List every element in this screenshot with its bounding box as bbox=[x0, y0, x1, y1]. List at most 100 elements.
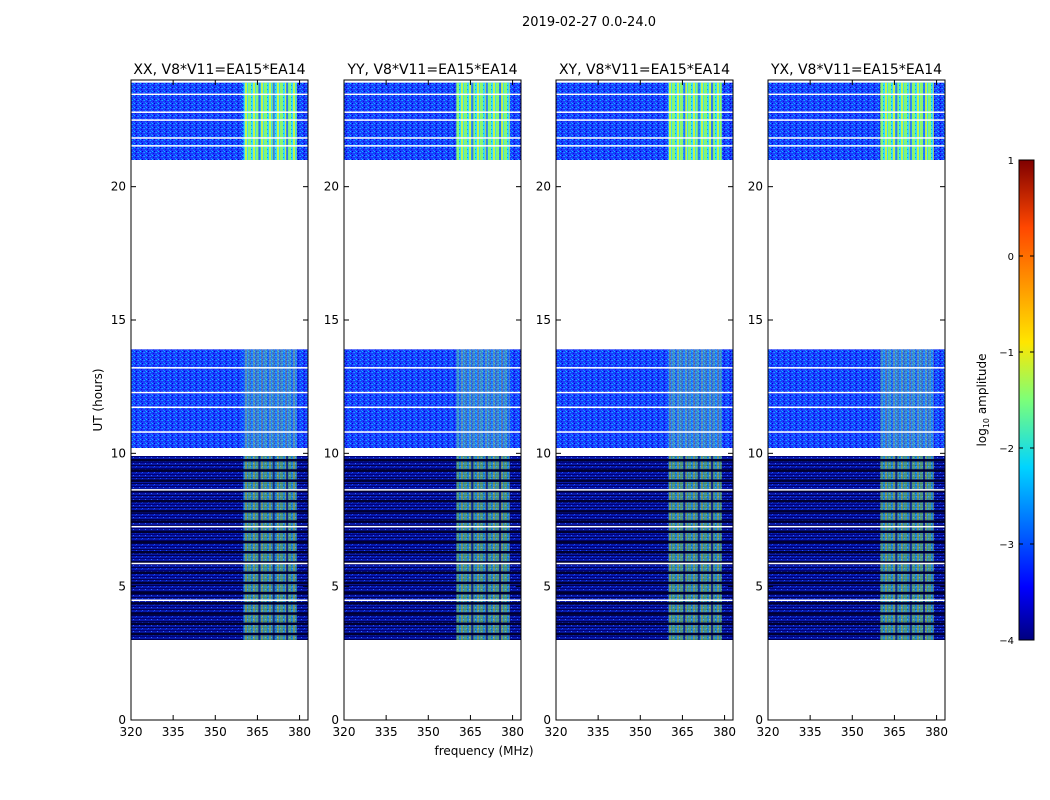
dark-row bbox=[131, 459, 308, 462]
dark-row bbox=[768, 540, 945, 544]
axes-frame bbox=[130, 79, 309, 721]
dark-row bbox=[768, 459, 945, 462]
rfi-separator bbox=[258, 456, 261, 640]
x-tick-label: 365 bbox=[671, 725, 694, 739]
flag-line bbox=[344, 489, 521, 491]
flag-line bbox=[344, 145, 521, 147]
flag-line bbox=[556, 145, 733, 147]
dark-row bbox=[556, 469, 733, 472]
dark-row bbox=[131, 530, 308, 534]
x-axis-label: frequency (MHz) bbox=[434, 744, 533, 758]
y-tick-label: 20 bbox=[111, 180, 126, 194]
x-tick-label: 380 bbox=[288, 725, 311, 739]
rfi-band-1 bbox=[668, 349, 722, 448]
rfi-separator bbox=[711, 456, 714, 640]
flag-line bbox=[344, 111, 521, 113]
rfi-band-1 bbox=[456, 349, 510, 448]
panel-title: XY, V8*V11=EA15*EA14 bbox=[559, 62, 730, 78]
y-tick-label: 10 bbox=[748, 446, 763, 460]
y-tick-label: 20 bbox=[536, 180, 551, 194]
flag-line bbox=[131, 367, 308, 369]
dark-row bbox=[131, 479, 308, 482]
flag-line bbox=[768, 406, 945, 409]
rfi-separator bbox=[471, 82, 474, 160]
flag-line bbox=[131, 489, 308, 491]
x-tick-label: 350 bbox=[841, 725, 864, 739]
rfi-separator bbox=[895, 82, 898, 160]
x-tick-label: 365 bbox=[883, 725, 906, 739]
dark-row bbox=[344, 479, 521, 482]
rfi-separator bbox=[923, 456, 926, 640]
x-tick-label: 335 bbox=[799, 725, 822, 739]
axes-frame bbox=[555, 79, 734, 721]
flag-line bbox=[344, 119, 521, 121]
dark-row bbox=[556, 581, 733, 585]
dark-row bbox=[556, 561, 733, 564]
x-tick-label: 335 bbox=[587, 725, 610, 739]
y-tick-label: 5 bbox=[331, 580, 339, 594]
dark-row bbox=[131, 632, 308, 636]
flag-line bbox=[344, 367, 521, 369]
rfi-separator bbox=[499, 82, 502, 160]
colorbar-tick-label: −1 bbox=[999, 348, 1014, 359]
y-tick-label: 10 bbox=[536, 446, 551, 460]
x-tick-label: 350 bbox=[629, 725, 652, 739]
flag-line bbox=[344, 599, 521, 602]
y-tick-label: 15 bbox=[748, 313, 763, 327]
dark-row bbox=[131, 612, 308, 615]
dark-row bbox=[768, 622, 945, 626]
flag-line bbox=[556, 489, 733, 491]
colorbar-tick-label: −2 bbox=[999, 444, 1014, 455]
figure-title: 2019-02-27 0.0-24.0 bbox=[522, 15, 656, 30]
flag-line bbox=[344, 562, 521, 565]
flag-line bbox=[131, 145, 308, 147]
y-tick-label: 0 bbox=[543, 713, 551, 727]
dark-row bbox=[556, 510, 733, 513]
rfi-separator bbox=[909, 456, 912, 640]
flag-line bbox=[131, 391, 308, 394]
axes-frame bbox=[343, 79, 522, 721]
flag-line bbox=[768, 525, 945, 528]
flag-line bbox=[768, 145, 945, 147]
dark-row bbox=[768, 591, 945, 595]
flag-line bbox=[556, 119, 733, 121]
flag-line bbox=[768, 111, 945, 113]
dark-row bbox=[344, 581, 521, 585]
dark-row bbox=[768, 469, 945, 472]
dark-row bbox=[556, 551, 733, 554]
dark-row bbox=[556, 622, 733, 626]
flag-line bbox=[556, 391, 733, 394]
dark-row bbox=[344, 540, 521, 544]
dark-row bbox=[768, 551, 945, 554]
flag-line bbox=[131, 525, 308, 528]
panel-xx: XX, V8*V11=EA15*EA14 320 335 350 365 380 0 5 10 1… bbox=[111, 62, 311, 739]
y-tick-label: 20 bbox=[324, 180, 339, 194]
x-tick-label: 320 bbox=[333, 725, 356, 739]
dark-row bbox=[131, 622, 308, 626]
dark-row bbox=[556, 540, 733, 544]
rfi-separator bbox=[485, 456, 488, 640]
dark-row bbox=[556, 459, 733, 462]
flag-line bbox=[131, 137, 308, 139]
flag-line bbox=[556, 525, 733, 528]
flag-line bbox=[768, 489, 945, 491]
rfi-separator bbox=[272, 82, 275, 160]
dark-row bbox=[556, 520, 733, 523]
flag-line bbox=[768, 367, 945, 369]
colorbar: 1 0 −1 −2 −3 −4 log10 amplitude bbox=[975, 156, 1035, 647]
x-tick-label: 365 bbox=[246, 725, 269, 739]
rfi-separator bbox=[683, 456, 686, 640]
flag-line bbox=[556, 111, 733, 113]
flag-line bbox=[344, 391, 521, 394]
dark-row bbox=[131, 591, 308, 595]
flag-line bbox=[556, 431, 733, 433]
flag-line bbox=[768, 119, 945, 121]
rfi-band-1 bbox=[880, 349, 934, 448]
flag-line bbox=[556, 137, 733, 139]
flag-line bbox=[556, 562, 733, 565]
flag-line bbox=[768, 599, 945, 602]
dark-row bbox=[344, 499, 521, 503]
dark-row bbox=[131, 499, 308, 503]
dark-row bbox=[768, 479, 945, 482]
flag-line bbox=[344, 525, 521, 528]
